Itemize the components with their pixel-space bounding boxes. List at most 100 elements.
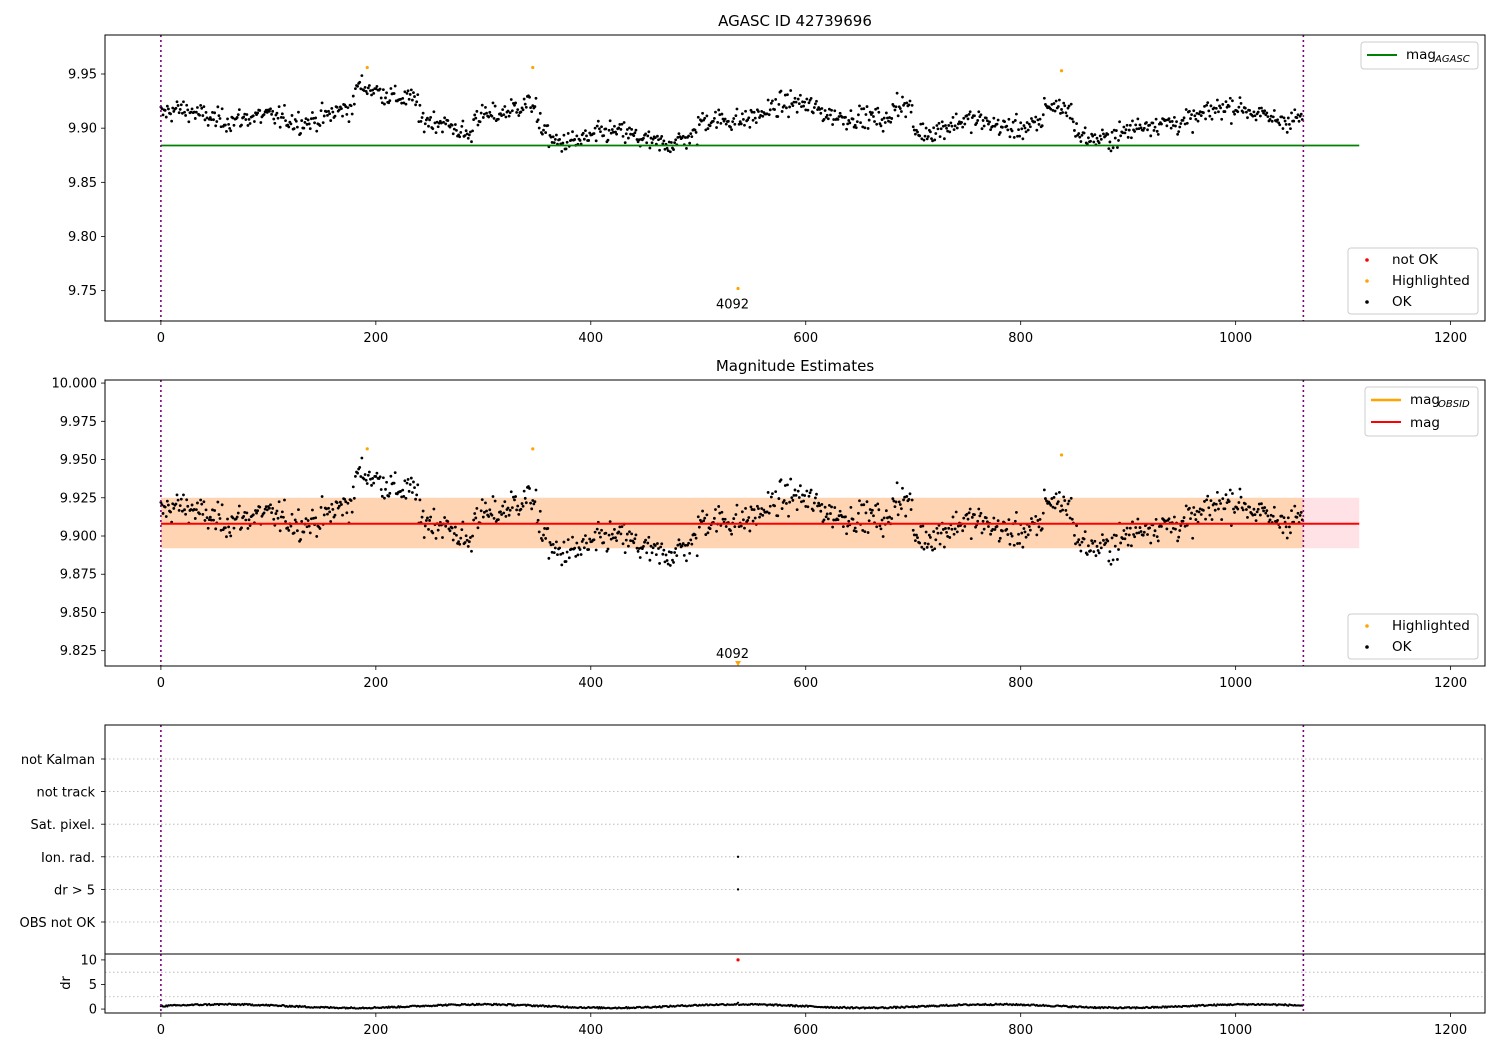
ok-point	[1154, 117, 1158, 121]
ok-point	[1233, 112, 1236, 116]
ok-point	[651, 137, 655, 141]
ok-point	[297, 110, 300, 114]
estimates-panel: Magnitude Estimates 0 200 400 600 800 1000 120…	[52, 357, 1486, 691]
ok-point	[282, 515, 285, 519]
ok-point	[585, 134, 588, 138]
ok-point	[941, 124, 945, 128]
ok-point	[1025, 121, 1029, 124]
ok-point	[537, 530, 541, 534]
ok-point	[924, 530, 928, 534]
ok-point	[791, 498, 795, 502]
ok-point	[721, 117, 725, 121]
ok-point	[559, 552, 563, 556]
ok-point	[949, 121, 953, 125]
ok-point	[782, 104, 786, 108]
ok-point	[254, 509, 257, 512]
ok-point	[450, 123, 454, 127]
ok-point	[938, 542, 942, 546]
ok-point	[992, 116, 996, 120]
ok-point	[637, 547, 641, 550]
ok-point	[343, 497, 347, 501]
ok-point	[840, 115, 844, 119]
ok-point	[271, 506, 275, 510]
ok-point	[980, 531, 984, 535]
legend-label-mag-agasc: mag	[1406, 47, 1436, 63]
ok-point	[211, 508, 214, 512]
ok-point	[701, 111, 704, 115]
ok-point	[283, 104, 286, 107]
ok-point	[492, 516, 496, 520]
ok-point	[1203, 500, 1206, 503]
ok-point	[744, 109, 747, 113]
ok-point	[1210, 518, 1214, 521]
ok-point	[184, 512, 188, 516]
ok-point	[961, 529, 965, 533]
ok-point	[573, 546, 577, 550]
ok-point	[403, 479, 407, 483]
ok-point	[1135, 127, 1139, 131]
flag-point	[736, 888, 740, 891]
ok-point	[963, 524, 967, 528]
ok-point	[851, 117, 855, 121]
ok-point	[582, 137, 586, 141]
ok-point	[1137, 531, 1141, 535]
ok-point	[694, 131, 698, 134]
ok-point	[750, 110, 754, 114]
ok-point	[246, 526, 250, 530]
ok-point	[1102, 538, 1105, 542]
ok-point	[868, 508, 872, 511]
ok-point	[798, 93, 802, 97]
ok-point	[1212, 502, 1216, 505]
ok-point	[833, 506, 837, 509]
ok-point	[345, 511, 349, 515]
ok-point	[255, 511, 258, 515]
ok-point	[916, 536, 919, 540]
ok-point	[172, 507, 176, 510]
ok-point	[478, 120, 482, 124]
ok-point	[903, 101, 907, 105]
ok-point	[528, 487, 531, 490]
ok-point	[217, 114, 221, 118]
legend-label-ok-2: OK	[1392, 639, 1413, 655]
ok-point	[202, 105, 206, 109]
ok-point	[432, 110, 436, 114]
ok-point	[453, 123, 457, 126]
ok-point	[802, 499, 805, 503]
ok-point	[501, 108, 505, 112]
ok-point	[1111, 558, 1115, 562]
ok-point	[989, 532, 993, 536]
ok-point	[898, 503, 902, 506]
ok-point	[982, 124, 986, 128]
ok-point	[170, 119, 174, 123]
ok-point	[459, 536, 463, 540]
ok-point	[416, 93, 420, 97]
ok-point	[956, 524, 960, 528]
ok-point	[278, 529, 282, 533]
ok-point	[602, 134, 606, 137]
ok-point	[593, 126, 597, 130]
ok-point	[351, 485, 355, 489]
ok-point	[977, 110, 981, 114]
ok-point	[765, 112, 769, 116]
ok-point	[706, 127, 710, 130]
ok-point	[1128, 123, 1132, 127]
ok-point	[363, 85, 367, 89]
ok-point	[907, 103, 911, 107]
ok-point	[1075, 122, 1078, 125]
ok-point	[857, 511, 860, 515]
ok-point	[805, 489, 809, 493]
ok-point	[453, 525, 457, 529]
ok-point	[308, 531, 312, 535]
ok-point	[820, 502, 824, 506]
ok-point	[877, 508, 881, 512]
ok-point	[263, 507, 267, 511]
ok-point	[594, 548, 598, 552]
ok-point	[204, 110, 208, 114]
ok-point	[510, 506, 514, 510]
ok-point	[351, 94, 355, 98]
estimates-axes-frame	[104, 379, 1486, 667]
ok-point	[1117, 139, 1120, 142]
agasc-marks	[159, 35, 1360, 321]
ok-point	[555, 540, 558, 544]
ok-point	[1253, 513, 1257, 517]
